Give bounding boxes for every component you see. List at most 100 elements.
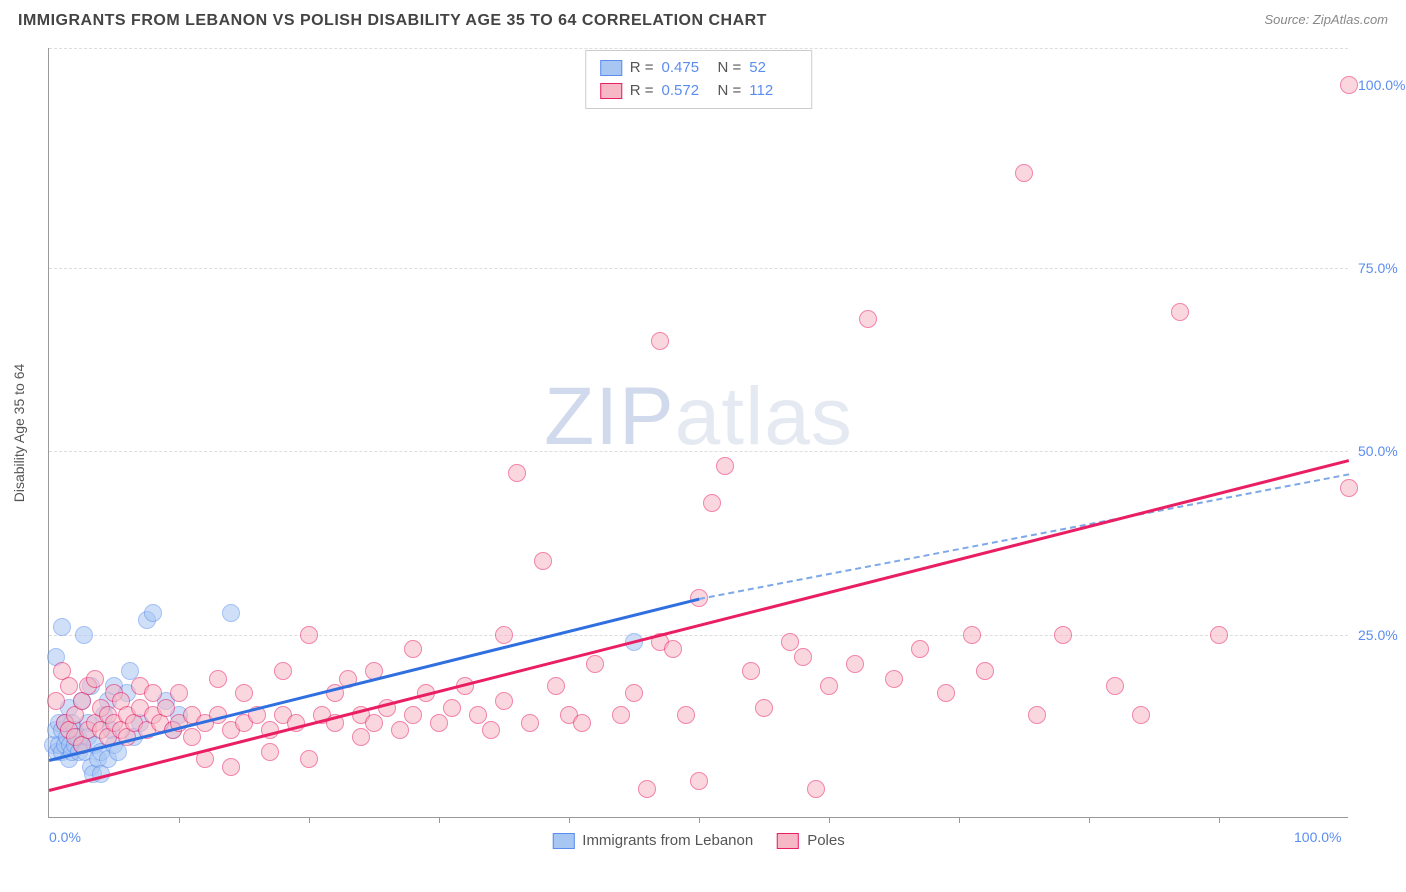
data-point-series-1 xyxy=(820,677,838,695)
data-point-series-1 xyxy=(1015,164,1033,182)
data-point-series-1 xyxy=(521,714,539,732)
data-point-series-1 xyxy=(742,662,760,680)
data-point-series-1 xyxy=(365,714,383,732)
data-point-series-1 xyxy=(261,743,279,761)
data-point-series-1 xyxy=(508,464,526,482)
data-point-series-1 xyxy=(157,699,175,717)
data-point-series-1 xyxy=(469,706,487,724)
data-point-series-1 xyxy=(547,677,565,695)
data-point-series-1 xyxy=(404,640,422,658)
x-tick-minor xyxy=(439,817,440,823)
x-tick-minor xyxy=(569,817,570,823)
data-point-series-1 xyxy=(443,699,461,717)
y-tick-label: 25.0% xyxy=(1358,627,1406,643)
data-point-series-1 xyxy=(274,662,292,680)
data-point-series-1 xyxy=(859,310,877,328)
y-axis-title: Disability Age 35 to 64 xyxy=(11,363,27,502)
data-point-series-1 xyxy=(677,706,695,724)
data-point-series-1 xyxy=(1132,706,1150,724)
data-point-series-1 xyxy=(60,677,78,695)
data-point-series-1 xyxy=(885,670,903,688)
chart-header: IMMIGRANTS FROM LEBANON VS POLISH DISABI… xyxy=(18,12,1388,30)
x-tick-minor xyxy=(829,817,830,823)
data-point-series-1 xyxy=(911,640,929,658)
y-tick-label: 75.0% xyxy=(1358,260,1406,276)
x-tick-minor xyxy=(1219,817,1220,823)
plot-area: Disability Age 35 to 64 ZIPatlas R = 0.4… xyxy=(48,48,1348,818)
data-point-series-1 xyxy=(209,670,227,688)
x-tick-minor xyxy=(179,817,180,823)
data-point-series-1 xyxy=(495,692,513,710)
data-point-series-1 xyxy=(495,626,513,644)
x-tick-minor xyxy=(1089,817,1090,823)
data-point-series-1 xyxy=(482,721,500,739)
data-point-series-1 xyxy=(703,494,721,512)
gridline-h xyxy=(49,635,1348,636)
data-point-series-1 xyxy=(144,684,162,702)
data-point-series-1 xyxy=(352,728,370,746)
chart-title: IMMIGRANTS FROM LEBANON VS POLISH DISABI… xyxy=(18,12,767,30)
data-point-series-1 xyxy=(300,626,318,644)
x-tick-minor xyxy=(699,817,700,823)
swatch-series-1 xyxy=(600,83,622,99)
data-point-series-1 xyxy=(807,780,825,798)
data-point-series-1 xyxy=(1171,303,1189,321)
data-point-series-1 xyxy=(716,457,734,475)
data-point-series-1 xyxy=(534,552,552,570)
data-point-series-1 xyxy=(664,640,682,658)
data-point-series-1 xyxy=(976,662,994,680)
gridline-h xyxy=(49,48,1348,49)
data-point-series-1 xyxy=(1106,677,1124,695)
data-point-series-1 xyxy=(170,684,188,702)
data-point-series-0 xyxy=(53,618,71,636)
data-point-series-1 xyxy=(1028,706,1046,724)
data-point-series-1 xyxy=(625,684,643,702)
bottom-legend: Immigrants from Lebanon Poles xyxy=(552,832,844,849)
data-point-series-1 xyxy=(183,728,201,746)
chart-source: Source: ZipAtlas.com xyxy=(1264,12,1388,27)
data-point-series-1 xyxy=(963,626,981,644)
data-point-series-1 xyxy=(638,780,656,798)
watermark: ZIPatlas xyxy=(544,370,853,464)
data-point-series-1 xyxy=(794,648,812,666)
stat-row-series-1: R = 0.572 N = 112 xyxy=(600,80,798,103)
legend-item-1: Poles xyxy=(777,832,845,849)
gridline-h xyxy=(49,451,1348,452)
data-point-series-1 xyxy=(781,633,799,651)
trend-line xyxy=(49,459,1350,791)
x-tick-minor xyxy=(309,817,310,823)
swatch-legend-1 xyxy=(777,833,799,849)
data-point-series-1 xyxy=(1210,626,1228,644)
x-tick-minor xyxy=(959,817,960,823)
data-point-series-1 xyxy=(235,684,253,702)
data-point-series-1 xyxy=(612,706,630,724)
stat-row-series-0: R = 0.475 N = 52 xyxy=(600,57,798,80)
data-point-series-0 xyxy=(144,604,162,622)
data-point-series-1 xyxy=(222,758,240,776)
trend-line xyxy=(699,473,1349,600)
data-point-series-0 xyxy=(75,626,93,644)
swatch-series-0 xyxy=(600,60,622,76)
data-point-series-1 xyxy=(300,750,318,768)
data-point-series-1 xyxy=(430,714,448,732)
y-tick-label: 50.0% xyxy=(1358,443,1406,459)
data-point-series-1 xyxy=(1340,76,1358,94)
y-tick-label: 100.0% xyxy=(1358,77,1406,93)
data-point-series-1 xyxy=(404,706,422,724)
data-point-series-1 xyxy=(391,721,409,739)
data-point-series-1 xyxy=(846,655,864,673)
data-point-series-1 xyxy=(1340,479,1358,497)
data-point-series-1 xyxy=(937,684,955,702)
x-tick-label: 0.0% xyxy=(49,829,81,845)
data-point-series-1 xyxy=(86,670,104,688)
data-point-series-0 xyxy=(222,604,240,622)
data-point-series-1 xyxy=(1054,626,1072,644)
gridline-h xyxy=(49,268,1348,269)
swatch-legend-0 xyxy=(552,833,574,849)
stat-legend: R = 0.475 N = 52 R = 0.572 N = 112 xyxy=(585,50,813,109)
data-point-series-1 xyxy=(755,699,773,717)
legend-item-0: Immigrants from Lebanon xyxy=(552,832,753,849)
data-point-series-1 xyxy=(690,772,708,790)
data-point-series-1 xyxy=(586,655,604,673)
x-tick-label: 100.0% xyxy=(1294,829,1341,845)
